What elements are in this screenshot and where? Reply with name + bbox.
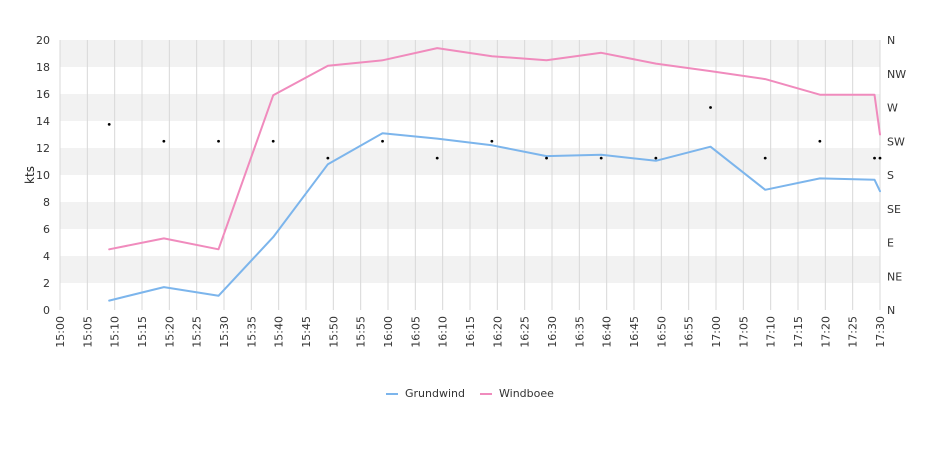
x-tick-label: 16:05 xyxy=(409,316,422,348)
direction-tick-label: N xyxy=(887,34,895,47)
x-tick-label: 17:00 xyxy=(710,316,723,348)
x-tick-label: 15:55 xyxy=(355,316,368,348)
x-tick-label: 16:00 xyxy=(382,316,395,348)
direction-marker xyxy=(490,139,494,143)
vertical-gridlines xyxy=(59,40,881,310)
direction-tick-label: S xyxy=(887,169,894,182)
direction-marker xyxy=(326,156,330,160)
x-axis-ticks: 15:00 15:05 15:10 15:15 15:20 15:25 15:30 15:35… xyxy=(54,316,887,348)
direction-marker xyxy=(873,156,876,160)
y-tick-label: 12 xyxy=(36,142,50,155)
direction-tick-label: N xyxy=(887,304,895,317)
y-tick-label: 6 xyxy=(43,223,50,236)
y-tick-label: 18 xyxy=(36,61,50,74)
legend-item-grundwind[interactable]: Grundwind xyxy=(386,387,465,400)
direction-tick-label: W xyxy=(887,102,898,115)
x-tick-label: 15:40 xyxy=(273,316,286,348)
x-tick-label: 16:50 xyxy=(655,316,668,348)
chart-legend: Grundwind Windboee xyxy=(386,387,554,400)
x-tick-label: 17:20 xyxy=(819,316,832,348)
y-tick-label: 20 xyxy=(36,34,50,47)
x-tick-label: 17:05 xyxy=(737,316,750,348)
direction-marker xyxy=(599,156,603,160)
direction-marker xyxy=(217,139,220,143)
x-tick-label: 15:10 xyxy=(109,316,122,348)
direction-tick-label: NE xyxy=(887,270,902,283)
y-tick-label: 16 xyxy=(36,88,50,101)
x-tick-label: 15:20 xyxy=(163,316,176,348)
x-tick-label: 15:30 xyxy=(218,316,231,348)
legend-label-windboee: Windboee xyxy=(499,387,554,400)
y-tick-label: 10 xyxy=(36,169,50,182)
x-tick-label: 16:10 xyxy=(437,316,450,348)
x-tick-label: 17:15 xyxy=(792,316,805,348)
direction-marker xyxy=(878,156,882,160)
direction-marker xyxy=(162,139,166,143)
direction-axis-ticks: N NE E SE S SW W NW N xyxy=(887,34,906,317)
direction-marker xyxy=(545,156,548,160)
x-tick-label: 16:30 xyxy=(546,316,559,348)
y-tick-label: 4 xyxy=(43,250,50,263)
x-tick-label: 16:20 xyxy=(491,316,504,348)
x-tick-label: 17:30 xyxy=(874,316,887,348)
direction-marker xyxy=(271,139,275,143)
direction-marker xyxy=(709,106,712,109)
x-tick-label: 15:50 xyxy=(327,316,340,348)
y-tick-label: 0 xyxy=(43,304,50,317)
y-tick-label: 2 xyxy=(43,277,50,290)
x-tick-label: 15:45 xyxy=(300,316,313,348)
direction-marker xyxy=(381,139,384,143)
direction-marker xyxy=(435,156,439,160)
direction-tick-label: SW xyxy=(887,135,905,148)
legend-item-windboee[interactable]: Windboee xyxy=(480,387,554,400)
direction-marker xyxy=(107,122,111,126)
x-tick-label: 17:10 xyxy=(765,316,778,348)
x-tick-label: 15:05 xyxy=(81,316,94,348)
direction-marker xyxy=(763,156,767,160)
y-axis-ticks: 0 2 4 6 8 10 12 14 16 18 20 xyxy=(36,34,50,317)
x-tick-label: 15:15 xyxy=(136,316,149,348)
x-tick-label: 16:40 xyxy=(601,316,614,348)
direction-tick-label: NW xyxy=(887,68,906,81)
y-tick-label: 8 xyxy=(43,196,50,209)
x-tick-label: 16:35 xyxy=(573,316,586,348)
x-tick-label: 15:35 xyxy=(245,316,258,348)
x-tick-label: 16:45 xyxy=(628,316,641,348)
x-tick-label: 15:00 xyxy=(54,316,67,348)
series-line-grundwind[interactable] xyxy=(108,132,881,302)
series-lines xyxy=(108,47,881,302)
x-tick-label: 15:25 xyxy=(191,316,204,348)
direction-marker xyxy=(818,139,822,143)
x-tick-label: 16:25 xyxy=(519,316,532,348)
x-tick-label: 16:15 xyxy=(464,316,477,348)
direction-marker xyxy=(654,156,658,160)
series-line-windboee[interactable] xyxy=(108,47,881,251)
x-tick-label: 17:25 xyxy=(847,316,860,348)
y-tick-label: 14 xyxy=(36,115,50,128)
y-axis-title: kts xyxy=(23,166,37,184)
direction-markers xyxy=(107,106,882,160)
direction-tick-label: E xyxy=(887,237,894,250)
direction-tick-label: SE xyxy=(887,203,901,216)
legend-label-grundwind: Grundwind xyxy=(405,387,465,400)
x-tick-label: 16:55 xyxy=(683,316,696,348)
